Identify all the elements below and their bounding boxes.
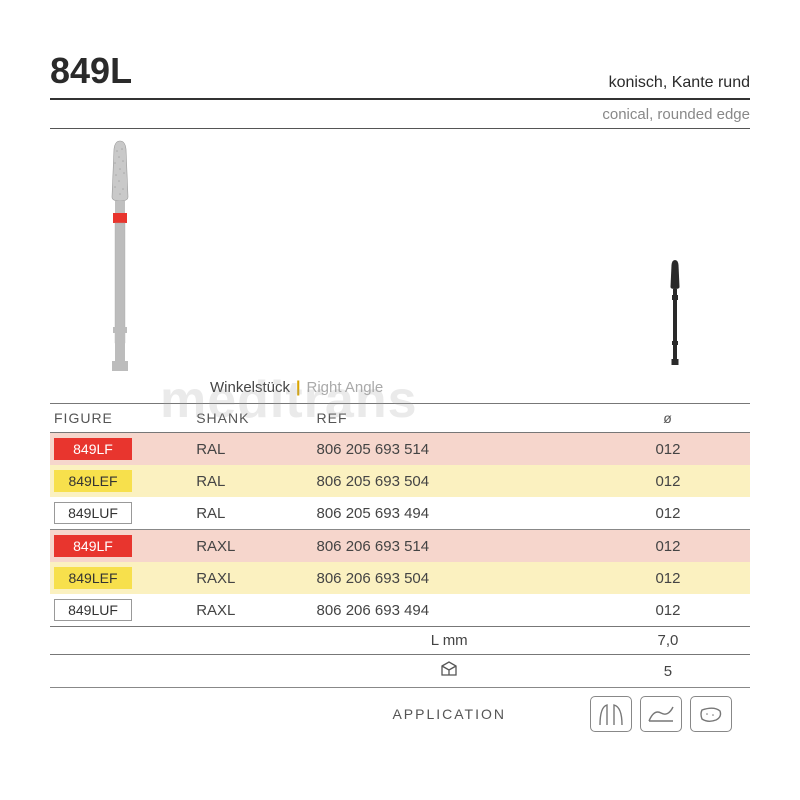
product-code: 849L [50, 50, 132, 92]
application-row: APPLICATION [50, 688, 750, 741]
shank-cell: RAL [192, 433, 312, 466]
th-diameter: ø [586, 404, 750, 433]
application-label: APPLICATION [313, 688, 586, 741]
figure-area [50, 139, 750, 379]
section-label-en: Right Angle [307, 379, 384, 396]
figure-badge: 849LUF [54, 502, 132, 524]
ref-cell: 806 206 693 514 [313, 530, 586, 563]
table-row: 849LUF RAL806 205 693 494012 [50, 497, 750, 530]
bur-large-illustration [50, 139, 190, 379]
shank-cell: RAXL [192, 594, 312, 627]
diameter-cell: 012 [586, 433, 750, 466]
diameter-cell: 012 [586, 530, 750, 563]
table-row: 849LUF RAXL806 206 693 494012 [50, 594, 750, 627]
application-icon-1 [590, 696, 632, 732]
shank-cell: RAL [192, 497, 312, 530]
pack-value: 5 [586, 655, 750, 688]
table-row: 849LEF RAXL806 206 693 504012 [50, 562, 750, 594]
figure-badge: 849LF [54, 535, 132, 557]
shank-cell: RAL [192, 465, 312, 497]
shank-cell: RAXL [192, 562, 312, 594]
length-value: 7,0 [586, 627, 750, 655]
package-icon [313, 655, 586, 688]
diameter-cell: 012 [586, 497, 750, 530]
figure-badge: 849LEF [54, 567, 132, 589]
section-label-de: Winkelstück [210, 379, 290, 396]
bur-small-illustration [640, 259, 710, 369]
table-row: 849LF RAL806 205 693 514012 [50, 433, 750, 466]
diameter-cell: 012 [586, 562, 750, 594]
header: 849L konisch, Kante rund [50, 50, 750, 100]
th-shank: SHANK [192, 404, 312, 433]
table-body: 849LFRAL806 205 693 514012849LEFRAL806 2… [50, 433, 750, 627]
ref-cell: 806 206 693 504 [313, 562, 586, 594]
length-row: L mm 7,0 [50, 627, 750, 655]
figure-badge: 849LEF [54, 470, 132, 492]
table-row: 849LF RAXL806 206 693 514012 [50, 530, 750, 563]
pack-row: 5 [50, 655, 750, 688]
diameter-cell: 012 [586, 594, 750, 627]
ref-cell: 806 205 693 514 [313, 433, 586, 466]
th-figure: FIGURE [50, 404, 192, 433]
subtitle-de: konisch, Kante rund [609, 74, 750, 92]
subtitle-row: conical, rounded edge [50, 103, 750, 129]
shank-cell: RAXL [192, 530, 312, 563]
spec-table: FIGURE SHANK REF ø 849LF RAL806 205 693 5… [50, 403, 750, 740]
ref-cell: 806 205 693 504 [313, 465, 586, 497]
figure-badge: 849LF [54, 438, 132, 460]
separator-icon: | [296, 379, 300, 397]
diameter-cell: 012 [586, 465, 750, 497]
table-row: 849LEF RAL806 205 693 504012 [50, 465, 750, 497]
section-label: Winkelstück | Right Angle [50, 379, 750, 397]
subtitle-en: conical, rounded edge [602, 106, 750, 123]
application-icons-cell [586, 688, 750, 741]
figure-badge: 849LUF [54, 599, 132, 621]
application-icon-3 [690, 696, 732, 732]
ref-cell: 806 205 693 494 [313, 497, 586, 530]
ref-cell: 806 206 693 494 [313, 594, 586, 627]
th-ref: REF [313, 404, 586, 433]
application-icon-2 [640, 696, 682, 732]
length-label: L mm [313, 627, 586, 655]
